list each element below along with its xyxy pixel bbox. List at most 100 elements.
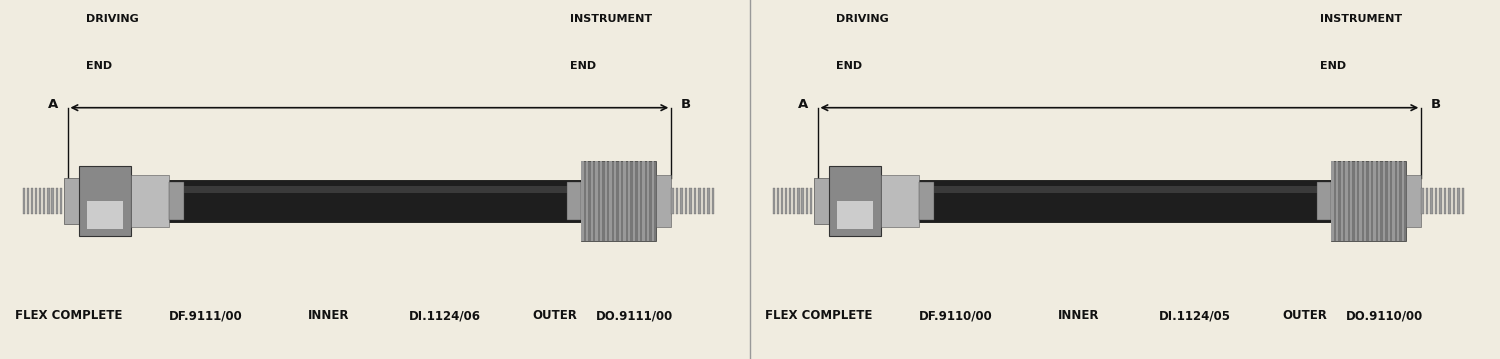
Text: DI.1124/06: DI.1124/06 xyxy=(408,309,480,322)
Bar xyxy=(672,188,674,214)
Bar xyxy=(34,188,38,214)
Text: INSTRUMENT: INSTRUMENT xyxy=(1320,14,1402,24)
Bar xyxy=(698,188,700,214)
Bar xyxy=(702,188,705,214)
Bar xyxy=(1392,162,1395,241)
Bar xyxy=(1383,162,1384,241)
Bar xyxy=(48,188,50,214)
Bar xyxy=(27,188,28,214)
Text: END: END xyxy=(570,61,596,71)
Bar xyxy=(1374,162,1376,241)
Bar xyxy=(1443,188,1446,214)
Bar xyxy=(618,162,621,241)
Bar xyxy=(688,188,692,214)
Bar xyxy=(582,162,584,241)
Text: INSTRUMENT: INSTRUMENT xyxy=(570,14,652,24)
Bar xyxy=(1336,162,1338,241)
Bar xyxy=(1341,162,1342,241)
Bar xyxy=(1346,162,1347,241)
Bar xyxy=(638,162,640,241)
Text: DI.1124/05: DI.1124/05 xyxy=(1158,309,1230,322)
Bar xyxy=(614,162,616,241)
Text: B: B xyxy=(1431,98,1440,111)
Text: OUTER: OUTER xyxy=(532,309,578,322)
Bar xyxy=(78,166,132,236)
Bar xyxy=(586,162,588,241)
Text: INNER: INNER xyxy=(308,309,350,322)
Bar xyxy=(1401,162,1404,241)
Bar xyxy=(780,188,783,214)
Text: INNER: INNER xyxy=(1058,309,1100,322)
Bar xyxy=(628,162,630,241)
Text: B: B xyxy=(680,98,690,111)
Bar xyxy=(1354,162,1358,241)
Text: FLEX COMPLETE: FLEX COMPLETE xyxy=(765,309,873,322)
Bar xyxy=(168,182,183,220)
Bar xyxy=(132,176,168,227)
Bar xyxy=(1456,188,1460,214)
Bar xyxy=(1452,188,1455,214)
Text: END: END xyxy=(86,61,112,71)
Bar xyxy=(596,162,597,241)
Bar xyxy=(604,162,608,241)
Bar xyxy=(651,162,654,241)
Bar xyxy=(642,162,645,241)
Bar xyxy=(1434,188,1437,214)
Bar xyxy=(918,182,933,220)
Bar xyxy=(108,186,633,193)
Bar xyxy=(693,188,696,214)
Bar xyxy=(56,188,58,214)
Bar xyxy=(1368,162,1371,241)
Bar xyxy=(1350,162,1353,241)
Text: END: END xyxy=(837,61,862,71)
Bar xyxy=(51,188,54,214)
Text: DRIVING: DRIVING xyxy=(837,14,890,24)
Bar xyxy=(1332,162,1334,241)
Bar xyxy=(44,188,45,214)
Bar xyxy=(1359,162,1362,241)
Bar xyxy=(646,162,650,241)
Bar xyxy=(837,201,873,229)
Bar xyxy=(624,162,626,241)
Bar xyxy=(858,180,1383,222)
Bar xyxy=(1407,176,1422,227)
Bar xyxy=(39,188,42,214)
Text: A: A xyxy=(48,98,58,111)
Bar xyxy=(591,162,592,241)
Bar xyxy=(882,176,918,227)
Bar xyxy=(22,188,26,214)
Bar xyxy=(1431,188,1432,214)
Bar xyxy=(777,188,778,214)
Bar xyxy=(1396,162,1400,241)
Bar xyxy=(567,182,582,220)
Bar xyxy=(63,178,78,224)
Text: DO.9110/00: DO.9110/00 xyxy=(1347,309,1424,322)
Bar xyxy=(600,162,603,241)
Text: DO.9111/00: DO.9111/00 xyxy=(596,309,674,322)
Bar xyxy=(1425,188,1428,214)
Bar xyxy=(798,188,800,214)
Bar xyxy=(813,178,828,224)
Bar xyxy=(810,188,812,214)
Bar xyxy=(794,188,795,214)
Bar xyxy=(858,186,1383,193)
Bar xyxy=(87,201,123,229)
Bar xyxy=(60,188,62,214)
Bar xyxy=(657,176,672,227)
Bar xyxy=(828,166,882,236)
Bar xyxy=(30,188,33,214)
Bar xyxy=(772,188,776,214)
Text: FLEX COMPLETE: FLEX COMPLETE xyxy=(15,309,123,322)
Bar xyxy=(806,188,808,214)
Bar xyxy=(1388,162,1390,241)
Bar xyxy=(1440,188,1442,214)
Bar xyxy=(1448,188,1450,214)
Bar xyxy=(1332,162,1407,241)
Bar xyxy=(633,162,634,241)
Text: OUTER: OUTER xyxy=(1282,309,1328,322)
Bar xyxy=(789,188,792,214)
Bar xyxy=(1422,188,1424,214)
Text: A: A xyxy=(798,98,808,111)
Bar xyxy=(582,162,657,241)
Text: DRIVING: DRIVING xyxy=(86,14,140,24)
